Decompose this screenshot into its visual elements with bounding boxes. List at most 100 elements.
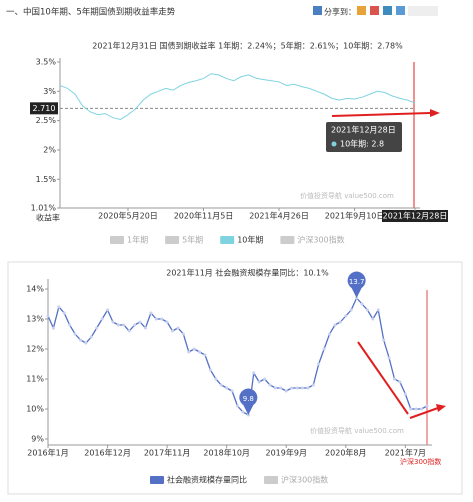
data-label: 13.7	[349, 278, 365, 286]
point	[295, 386, 299, 390]
x-tick-label: 2018年10月	[203, 448, 250, 458]
y-tick-label: 10%	[26, 405, 44, 414]
point	[84, 341, 88, 345]
point	[143, 326, 147, 330]
point	[420, 407, 424, 411]
share-label[interactable]: 分享到：	[324, 7, 356, 17]
point	[78, 338, 82, 342]
line	[47, 296, 428, 417]
point	[116, 323, 120, 327]
y-tick-label: 11%	[26, 375, 44, 384]
share-btn[interactable]	[383, 6, 392, 15]
point	[376, 308, 380, 312]
point	[414, 407, 418, 411]
point	[203, 353, 207, 357]
point	[333, 323, 337, 327]
arrow	[409, 407, 439, 419]
point	[230, 389, 234, 393]
arrow-head	[436, 404, 446, 412]
point	[176, 326, 180, 330]
legend-swatch	[150, 476, 164, 484]
chart-frame	[7, 261, 463, 495]
x-highlight-label: 2021年12月28日	[383, 211, 448, 221]
y-tick-label: 1.5%	[36, 175, 57, 184]
point	[300, 386, 304, 390]
current-box	[30, 102, 58, 115]
tooltip	[326, 122, 402, 152]
x-tick-label: 2021年4月26日	[249, 211, 309, 221]
note: 沪深300指数	[400, 457, 441, 466]
point	[138, 320, 142, 324]
point	[122, 323, 126, 327]
point	[89, 335, 93, 339]
page-title: 一、中国10年期、5年期国债到期收益率走势	[6, 7, 176, 18]
watermark: 价值投资导航 value500.com	[300, 191, 394, 200]
point	[57, 305, 61, 309]
point	[100, 317, 104, 321]
point	[95, 326, 99, 330]
legend-label: 5年期	[182, 235, 203, 245]
y-tick-label: 14%	[26, 285, 44, 294]
y-tick-label: 9%	[31, 435, 44, 444]
share-icon[interactable]	[313, 6, 322, 15]
tooltip-title: 2021年12月28日	[331, 125, 396, 135]
share-btn[interactable]	[357, 6, 366, 15]
point	[160, 317, 164, 321]
point	[268, 383, 272, 387]
share-btn[interactable]	[370, 6, 379, 15]
y-tick-label: 13%	[26, 315, 44, 324]
point	[106, 308, 110, 312]
point	[306, 386, 310, 390]
x-tick-label: 2021年7月	[385, 448, 426, 458]
point	[225, 386, 229, 390]
point	[398, 380, 402, 384]
point	[111, 320, 115, 324]
y-tick-label: 1.01%	[31, 204, 57, 213]
share-btn[interactable]	[396, 6, 405, 15]
point	[273, 386, 277, 390]
legend-swatch	[264, 476, 278, 484]
point	[382, 338, 386, 342]
point	[263, 377, 267, 381]
x-tick-label: 2019年9月	[266, 448, 307, 458]
point	[165, 320, 169, 324]
point	[127, 329, 131, 333]
point	[214, 377, 218, 381]
point	[171, 329, 175, 333]
point	[360, 302, 364, 306]
point	[149, 311, 153, 315]
point	[219, 383, 223, 387]
point	[241, 410, 245, 414]
point	[46, 314, 50, 318]
x-tick-label: 2020年5月20日	[98, 211, 158, 221]
point	[192, 347, 196, 351]
arrow	[357, 341, 409, 415]
label-pin	[239, 388, 258, 415]
share-btn[interactable]	[408, 6, 438, 16]
point	[284, 389, 288, 393]
legend-label: 沪深300指数	[297, 235, 344, 245]
y-tick-label: 3%	[43, 87, 56, 96]
point	[279, 386, 283, 390]
point	[328, 332, 332, 336]
legend-label: 10年期	[237, 235, 263, 245]
point	[208, 368, 212, 372]
x-tick-label: 2016年12月	[84, 448, 131, 458]
point	[290, 386, 294, 390]
legend-swatch	[280, 236, 295, 244]
current-label: 2.710	[33, 104, 56, 113]
x-tick-label: 2016年1月	[27, 448, 68, 458]
point	[187, 350, 191, 354]
point	[252, 371, 256, 375]
arrow-head	[430, 109, 440, 117]
point	[62, 311, 66, 315]
tooltip-dot	[331, 141, 337, 147]
legend-label: 1年期	[127, 235, 148, 245]
point	[198, 350, 202, 354]
point	[236, 404, 239, 408]
point	[365, 308, 369, 312]
x-tick-label: 2020年11月5日	[174, 211, 234, 221]
point	[73, 332, 77, 336]
legend-swatch	[165, 236, 180, 244]
y-axis-label: 收益率	[36, 213, 60, 223]
